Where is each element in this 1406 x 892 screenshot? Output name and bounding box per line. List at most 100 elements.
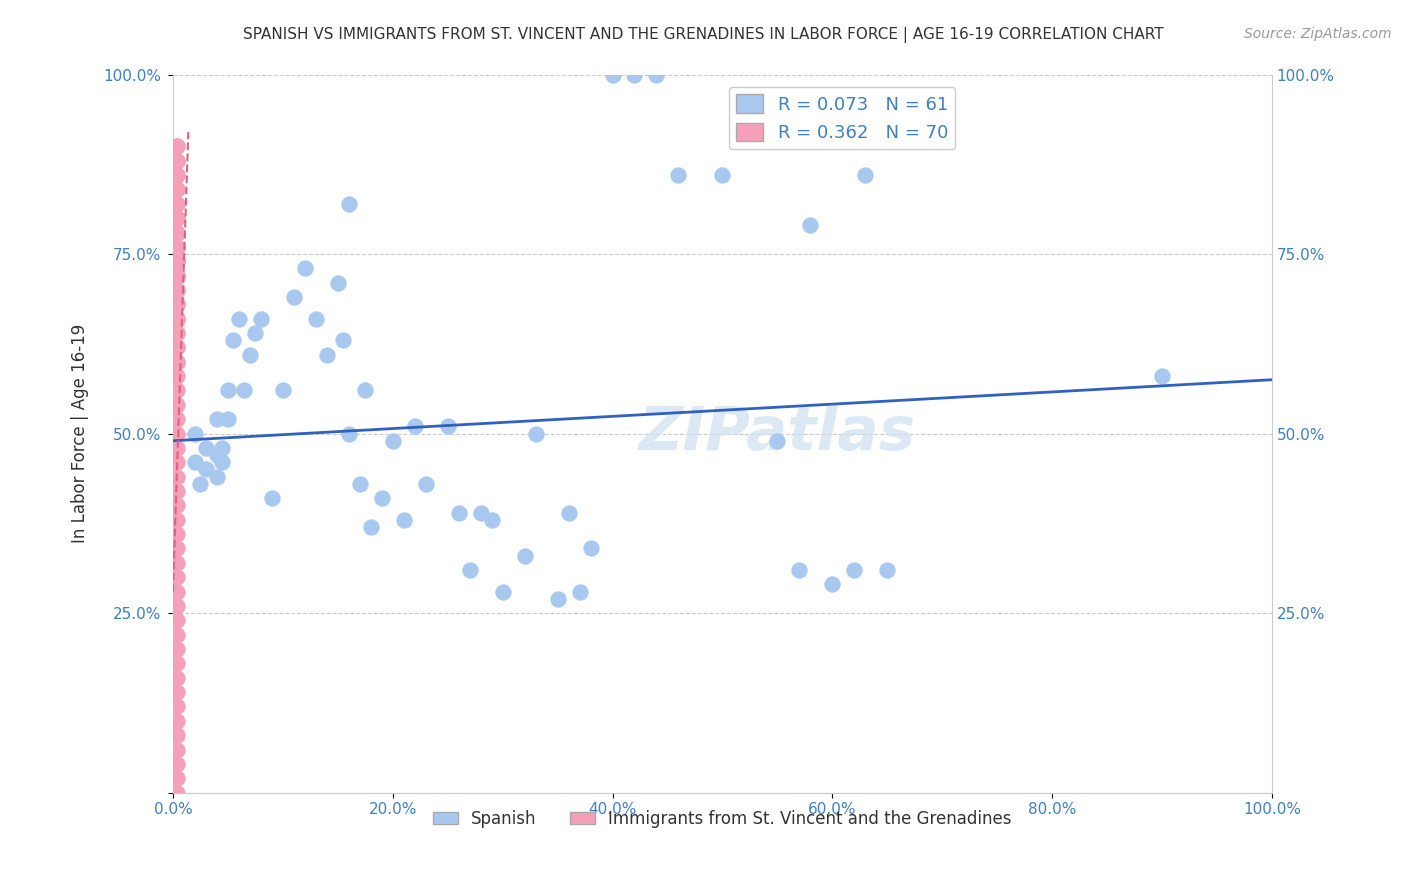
Point [166,469,188,483]
Point [844,563,866,577]
Point [166,556,188,570]
Point [166,527,188,541]
Point [166,226,188,240]
Point [211,455,233,469]
Point [166,483,188,498]
Point [166,426,188,441]
Point [166,182,188,196]
Point [166,268,188,283]
Point [404,419,426,434]
Point [513,549,536,563]
Point [166,297,188,311]
Point [166,240,188,254]
Point [166,196,188,211]
Point [166,182,188,196]
Point [166,513,188,527]
Point [524,426,547,441]
Point [332,333,354,347]
Point [166,139,188,153]
Point [205,469,228,483]
Point [260,491,283,506]
Text: Source: ZipAtlas.com: Source: ZipAtlas.com [1244,27,1392,41]
Point [337,426,360,441]
Point [458,563,481,577]
Point [392,513,415,527]
Point [166,326,188,340]
Point [491,584,513,599]
Point [222,333,245,347]
Point [166,355,188,369]
Point [205,448,228,462]
Text: ZIPatlas: ZIPatlas [638,404,915,463]
Point [166,139,188,153]
Point [194,462,217,476]
Point [354,384,377,398]
Point [371,491,394,506]
Point [447,506,470,520]
Point [337,196,360,211]
Point [305,311,328,326]
Point [766,434,789,448]
Point [166,283,188,297]
Point [381,434,404,448]
Point [415,476,437,491]
Point [166,168,188,182]
Point [1150,369,1173,384]
Point [166,311,188,326]
Point [166,297,188,311]
Point [228,311,250,326]
Point [166,742,188,756]
Point [166,369,188,384]
Point [166,412,188,426]
Point [211,441,233,455]
Point [217,412,239,426]
Point [315,348,337,362]
Point [166,153,188,168]
Point [166,297,188,311]
Point [166,699,188,714]
Point [166,728,188,742]
Point [853,168,876,182]
Point [283,290,305,304]
Point [166,283,188,297]
Point [166,642,188,657]
Point [166,211,188,226]
Point [166,283,188,297]
Point [166,584,188,599]
Point [668,168,690,182]
Point [166,657,188,671]
Point [166,311,188,326]
Point [166,240,188,254]
Point [190,476,212,491]
Point [821,577,844,591]
Point [166,268,188,283]
Point [239,348,262,362]
Point [166,398,188,412]
Point [250,311,273,326]
Point [166,384,188,398]
Point [166,340,188,354]
Point [166,268,188,283]
Point [166,441,188,455]
Point [645,68,668,82]
Point [436,419,458,434]
Point [166,254,188,268]
Point [166,455,188,469]
Point [711,168,734,182]
Point [217,384,239,398]
Point [166,211,188,226]
Point [166,355,188,369]
Point [245,326,267,340]
Point [166,240,188,254]
Point [233,384,256,398]
Point [271,384,294,398]
Point [205,412,228,426]
Point [166,196,188,211]
Point [166,499,188,513]
Point [166,628,188,642]
Point [166,599,188,613]
Point [166,772,188,786]
Point [166,211,188,226]
Point [166,685,188,699]
Point [166,326,188,340]
